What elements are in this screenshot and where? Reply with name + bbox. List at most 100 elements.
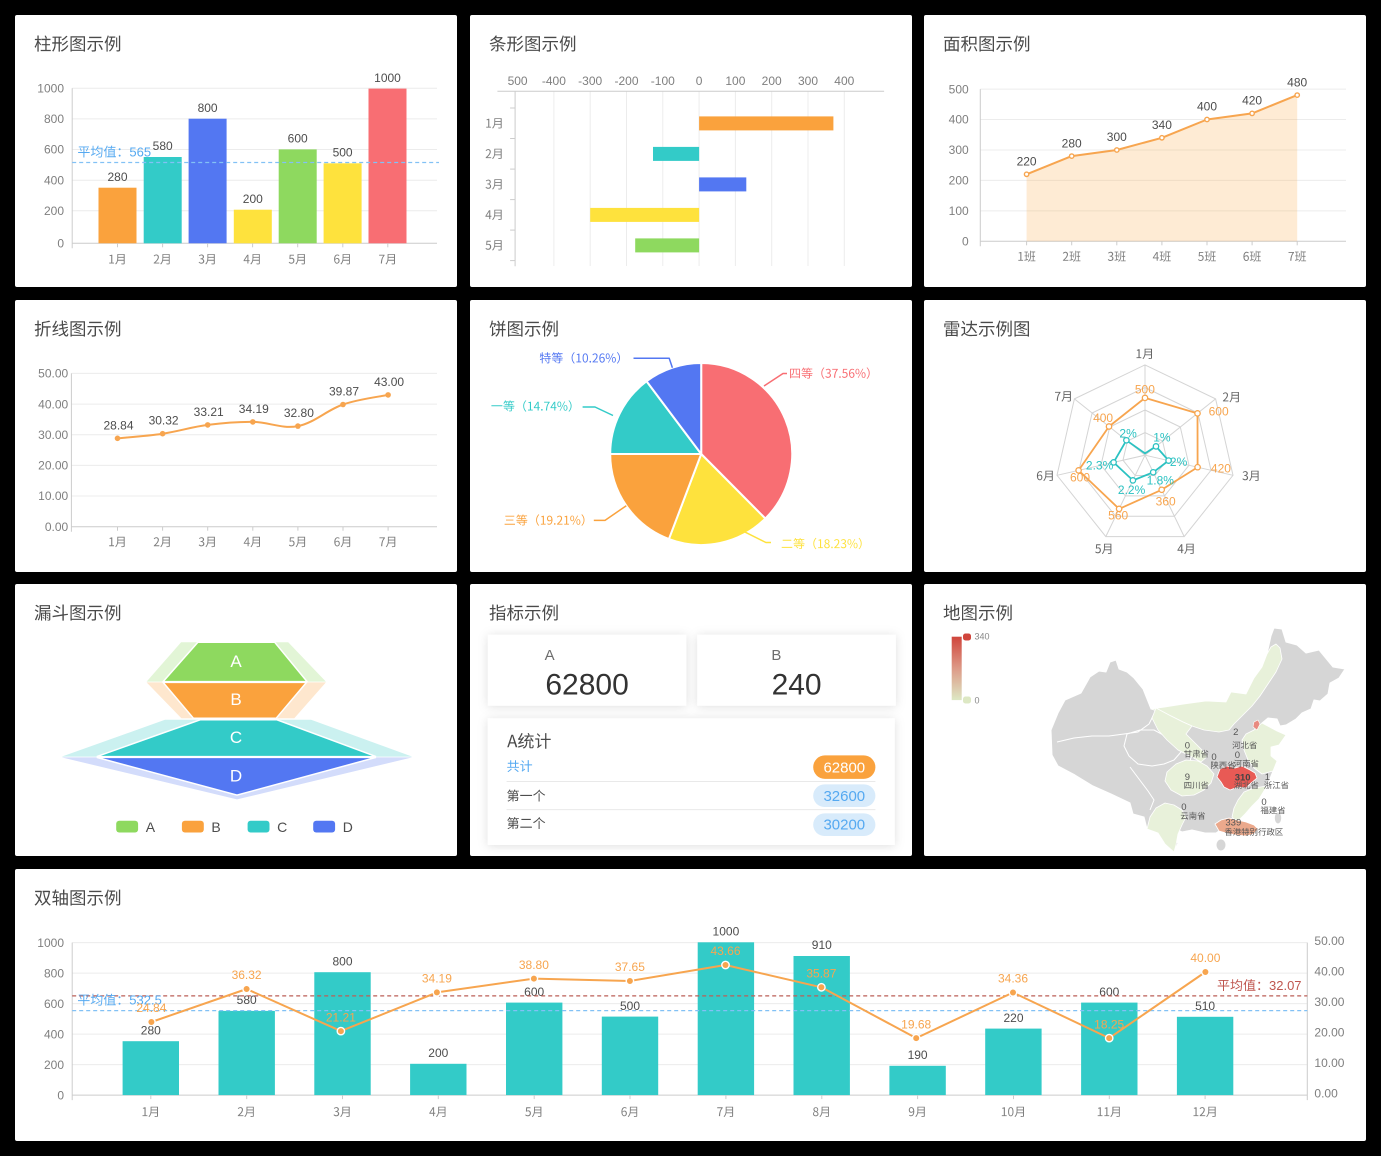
svg-text:1%: 1% <box>1153 431 1171 445</box>
svg-text:0: 0 <box>1261 797 1266 808</box>
svg-text:10.00: 10.00 <box>1314 1056 1344 1070</box>
svg-text:0: 0 <box>1185 740 1190 751</box>
svg-text:1.8%: 1.8% <box>1147 474 1175 488</box>
svg-text:38.80: 38.80 <box>519 958 549 972</box>
svg-text:200: 200 <box>949 174 969 188</box>
svg-text:100: 100 <box>949 204 969 218</box>
svg-text:400: 400 <box>44 173 64 187</box>
svg-text:24.84: 24.84 <box>136 1001 166 1015</box>
svg-text:400: 400 <box>1197 100 1217 114</box>
svg-text:2: 2 <box>1233 727 1238 738</box>
svg-text:200: 200 <box>243 192 263 206</box>
svg-text:300: 300 <box>949 143 969 157</box>
svg-text:560: 560 <box>1108 509 1128 523</box>
svg-text:1000: 1000 <box>37 81 64 95</box>
svg-text:21.21: 21.21 <box>326 1010 356 1024</box>
svg-text:0: 0 <box>962 235 969 249</box>
svg-text:0: 0 <box>1181 802 1186 813</box>
svg-text:480: 480 <box>1287 75 1307 89</box>
svg-text:280: 280 <box>141 1023 161 1037</box>
svg-text:B: B <box>230 690 241 709</box>
svg-text:240: 240 <box>772 669 822 702</box>
svg-text:340: 340 <box>1152 118 1172 132</box>
svg-text:300: 300 <box>1107 130 1127 144</box>
svg-text:310: 310 <box>1235 773 1251 784</box>
svg-text:200: 200 <box>44 204 64 218</box>
svg-text:9: 9 <box>1185 772 1190 783</box>
svg-text:600: 600 <box>44 997 64 1011</box>
svg-text:339: 339 <box>1225 818 1241 829</box>
svg-text:400: 400 <box>44 1027 64 1041</box>
svg-text:0: 0 <box>1211 752 1216 763</box>
svg-text:800: 800 <box>332 954 352 968</box>
svg-text:200: 200 <box>762 74 782 88</box>
svg-text:50.00: 50.00 <box>38 367 68 381</box>
svg-text:500: 500 <box>508 74 528 88</box>
svg-text:40.00: 40.00 <box>38 397 68 411</box>
svg-text:2.2%: 2.2% <box>1118 483 1146 497</box>
svg-text:400: 400 <box>1093 411 1113 425</box>
svg-text:10.00: 10.00 <box>38 489 68 503</box>
svg-text:100: 100 <box>725 74 745 88</box>
svg-text:50.00: 50.00 <box>1314 934 1344 948</box>
svg-text:30.00: 30.00 <box>38 428 68 442</box>
svg-text:400: 400 <box>834 74 854 88</box>
svg-text:32.07: 32.07 <box>1269 978 1302 993</box>
svg-text:40.00: 40.00 <box>1190 951 1220 965</box>
svg-text:C: C <box>277 819 287 835</box>
svg-text:800: 800 <box>198 101 218 115</box>
svg-text:B: B <box>771 647 781 664</box>
svg-text:400: 400 <box>949 113 969 127</box>
svg-text:-100: -100 <box>651 74 675 88</box>
svg-text:43.66: 43.66 <box>710 944 740 958</box>
svg-text:D: D <box>230 767 242 786</box>
svg-text:40.00: 40.00 <box>1314 965 1344 979</box>
svg-text:420: 420 <box>1242 94 1262 108</box>
svg-text:34.19: 34.19 <box>239 402 269 416</box>
svg-text:36.32: 36.32 <box>232 968 262 982</box>
svg-text:1000: 1000 <box>374 71 401 85</box>
svg-text:532.5: 532.5 <box>129 993 162 1008</box>
svg-text:1: 1 <box>1265 772 1270 783</box>
svg-text:32.80: 32.80 <box>284 406 314 420</box>
svg-text:0: 0 <box>57 237 64 251</box>
svg-text:300: 300 <box>798 74 818 88</box>
svg-text:200: 200 <box>44 1058 64 1072</box>
svg-text:0: 0 <box>1235 750 1240 761</box>
svg-text:30.00: 30.00 <box>1314 995 1344 1009</box>
svg-text:39.87: 39.87 <box>329 385 359 399</box>
svg-text:190: 190 <box>908 1048 928 1062</box>
svg-text:200: 200 <box>428 1046 448 1060</box>
svg-text:18.25: 18.25 <box>1094 1017 1124 1031</box>
svg-text:340: 340 <box>975 632 990 642</box>
svg-text:360: 360 <box>1156 495 1176 509</box>
svg-text:-200: -200 <box>614 74 638 88</box>
svg-text:19.68: 19.68 <box>901 1017 931 1031</box>
svg-text:1000: 1000 <box>713 925 740 939</box>
svg-text:D: D <box>343 819 353 835</box>
svg-text:580: 580 <box>153 139 173 153</box>
svg-text:600: 600 <box>44 143 64 157</box>
svg-text:600: 600 <box>1209 404 1229 418</box>
svg-text:62800: 62800 <box>545 669 628 702</box>
svg-text:0.00: 0.00 <box>1314 1086 1338 1100</box>
svg-text:565: 565 <box>129 145 151 160</box>
svg-text:2.3%: 2.3% <box>1086 459 1114 473</box>
svg-text:2%: 2% <box>1119 427 1137 441</box>
svg-text:500: 500 <box>333 146 353 160</box>
svg-text:600: 600 <box>288 132 308 146</box>
svg-text:2%: 2% <box>1170 455 1188 469</box>
svg-text:910: 910 <box>812 938 832 952</box>
svg-text:20.00: 20.00 <box>38 459 68 473</box>
svg-text:600: 600 <box>1099 985 1119 999</box>
svg-text:43.00: 43.00 <box>374 375 404 389</box>
svg-text:1000: 1000 <box>37 936 64 950</box>
svg-text:C: C <box>230 728 242 747</box>
svg-text:A: A <box>146 819 156 835</box>
svg-text:33.21: 33.21 <box>194 405 224 419</box>
svg-text:28.84: 28.84 <box>103 418 133 432</box>
svg-text:500: 500 <box>949 82 969 96</box>
svg-text:0: 0 <box>57 1088 64 1102</box>
svg-text:35.87: 35.87 <box>806 967 836 981</box>
svg-text:0: 0 <box>975 696 980 706</box>
